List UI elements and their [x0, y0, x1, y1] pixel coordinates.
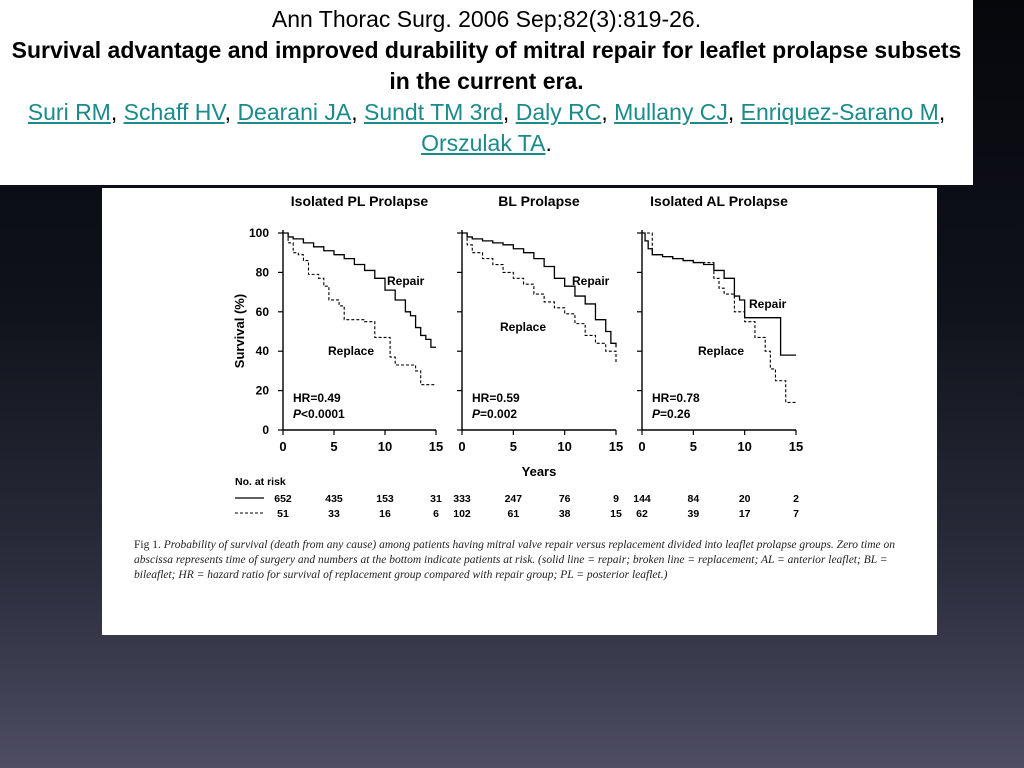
x-tick-label: 15 — [789, 439, 803, 454]
series-label-repair: Repair — [387, 274, 425, 288]
replace-survival-line — [642, 232, 796, 403]
panel-title: BL Prolapse — [498, 193, 580, 209]
hazard-ratio: HR=0.78 — [652, 391, 700, 405]
p-symbol: P — [472, 407, 481, 421]
at-risk-repair: 84 — [687, 493, 699, 505]
article-title: Survival advantage and improved durabili… — [11, 37, 962, 94]
at-risk-replace: 38 — [559, 508, 571, 520]
at-risk-replace: 16 — [379, 508, 391, 520]
x-tick-label: 15 — [429, 439, 443, 454]
x-tick-label: 10 — [557, 439, 571, 454]
author-separator: . — [545, 130, 552, 156]
p-value: P=0.002 — [472, 407, 517, 421]
at-risk-replace: 7 — [793, 508, 799, 520]
repair-survival-line — [642, 232, 796, 356]
p-value: P<0.0001 — [293, 407, 345, 421]
author-link[interactable]: Orszulak TA — [421, 130, 546, 156]
x-tick-label: 10 — [378, 439, 392, 454]
y-tick-label: 20 — [256, 384, 270, 398]
hazard-ratio: HR=0.49 — [293, 391, 341, 405]
figure-caption: Fig 1. Probability of survival (death fr… — [134, 538, 914, 583]
author-link[interactable]: Sundt TM 3rd — [364, 99, 503, 125]
x-axis-label: Years — [522, 464, 557, 479]
at-risk-repair: 652 — [274, 493, 292, 505]
x-tick-label: 5 — [330, 439, 337, 454]
at-risk-replace: 62 — [636, 508, 648, 520]
at-risk-repair: 144 — [633, 493, 651, 505]
series-label-repair: Repair — [749, 297, 787, 311]
y-tick-label: 60 — [256, 305, 270, 319]
at-risk-repair: 333 — [453, 493, 471, 505]
replace-survival-line — [283, 232, 436, 386]
series-label-repair: Repair — [572, 274, 610, 288]
author-link[interactable]: Suri RM — [27, 99, 111, 125]
at-risk-repair: 435 — [325, 493, 343, 505]
at-risk-repair: 9 — [613, 493, 619, 505]
author-separator: , — [224, 99, 238, 125]
at-risk-repair: 247 — [505, 493, 523, 505]
y-tick-label: 80 — [256, 265, 270, 279]
author-separator: , — [938, 99, 946, 125]
author-link[interactable]: Enriquez-Sarano M — [740, 99, 939, 125]
y-tick-label: 0 — [262, 423, 269, 437]
x-tick-label: 5 — [690, 439, 697, 454]
author-link[interactable]: Schaff HV — [123, 99, 225, 125]
y-tick-label: 100 — [249, 226, 269, 240]
at-risk-repair: 76 — [559, 493, 571, 505]
p-value: P=0.26 — [652, 407, 691, 421]
x-tick-label: 5 — [510, 439, 517, 454]
at-risk-replace: 61 — [507, 508, 519, 520]
at-risk-header: No. at risk — [235, 476, 286, 488]
p-value-text: <0.0001 — [301, 407, 345, 421]
y-tick-label: 40 — [256, 344, 270, 358]
caption-text: Probability of survival (death from any … — [134, 539, 896, 581]
author-separator: , — [110, 99, 124, 125]
at-risk-replace: 102 — [453, 508, 471, 520]
author-separator: , — [351, 99, 364, 125]
series-label-replace: Replace — [328, 344, 374, 358]
author-link[interactable]: Dearani JA — [237, 99, 352, 125]
p-value-text: =0.26 — [660, 407, 691, 421]
author-separator: , — [502, 99, 516, 125]
x-tick-label: 10 — [737, 439, 751, 454]
author-link[interactable]: Daly RC — [515, 99, 602, 125]
p-symbol: P — [652, 407, 661, 421]
at-risk-repair: 153 — [376, 493, 394, 505]
x-tick-label: 0 — [638, 439, 645, 454]
panel-title: Isolated AL Prolapse — [650, 193, 788, 209]
at-risk-replace: 17 — [739, 508, 751, 520]
at-risk-replace: 15 — [610, 508, 622, 520]
hazard-ratio: HR=0.59 — [472, 391, 520, 405]
panel-title: Isolated PL Prolapse — [291, 193, 429, 209]
x-tick-label: 0 — [458, 439, 465, 454]
author-link[interactable]: Mullany CJ — [614, 99, 728, 125]
at-risk-replace: 6 — [433, 508, 439, 520]
article-header: Ann Thorac Surg. 2006 Sep;82(3):819-26. … — [0, 0, 973, 185]
author-list: Suri RM, Schaff HV, Dearani JA, Sundt TM… — [0, 97, 973, 159]
figure-label: Fig 1. — [134, 539, 161, 551]
at-risk-replace: 33 — [328, 508, 340, 520]
at-risk-replace: 39 — [687, 508, 699, 520]
repair-survival-line — [283, 232, 436, 348]
author-separator: , — [727, 99, 741, 125]
p-value-text: =0.002 — [480, 407, 517, 421]
figure-panel: Isolated PL Prolapse 0 5 10 15 100 80 60 40 20 0 Re… — [102, 188, 937, 635]
author-separator: , — [601, 99, 615, 125]
citation-line: Ann Thorac Surg. 2006 Sep;82(3):819-26. — [271, 6, 702, 32]
p-symbol: P — [293, 407, 302, 421]
at-risk-repair: 20 — [739, 493, 751, 505]
replace-survival-line — [462, 232, 617, 364]
y-axis-label: Survival (%) — [232, 294, 247, 368]
at-risk-repair: 2 — [793, 493, 799, 505]
at-risk-replace: 51 — [277, 508, 289, 520]
at-risk-repair: 31 — [430, 493, 442, 505]
x-tick-label: 0 — [279, 439, 286, 454]
series-label-replace: Replace — [500, 320, 546, 334]
x-tick-label: 15 — [609, 439, 623, 454]
series-label-replace: Replace — [698, 344, 744, 358]
repair-survival-line — [462, 232, 617, 348]
